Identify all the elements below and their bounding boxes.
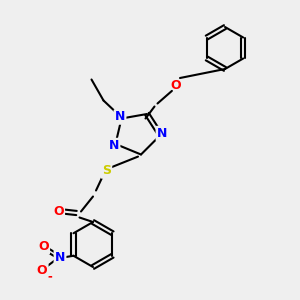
Text: O: O — [38, 240, 49, 253]
Text: N: N — [109, 139, 119, 152]
Text: O: O — [53, 205, 64, 218]
Text: N: N — [55, 251, 65, 264]
Text: O: O — [37, 264, 47, 277]
Text: O: O — [170, 79, 181, 92]
Text: N: N — [115, 110, 125, 124]
Text: N: N — [157, 127, 167, 140]
Text: S: S — [102, 164, 111, 178]
Text: −: − — [41, 270, 53, 284]
